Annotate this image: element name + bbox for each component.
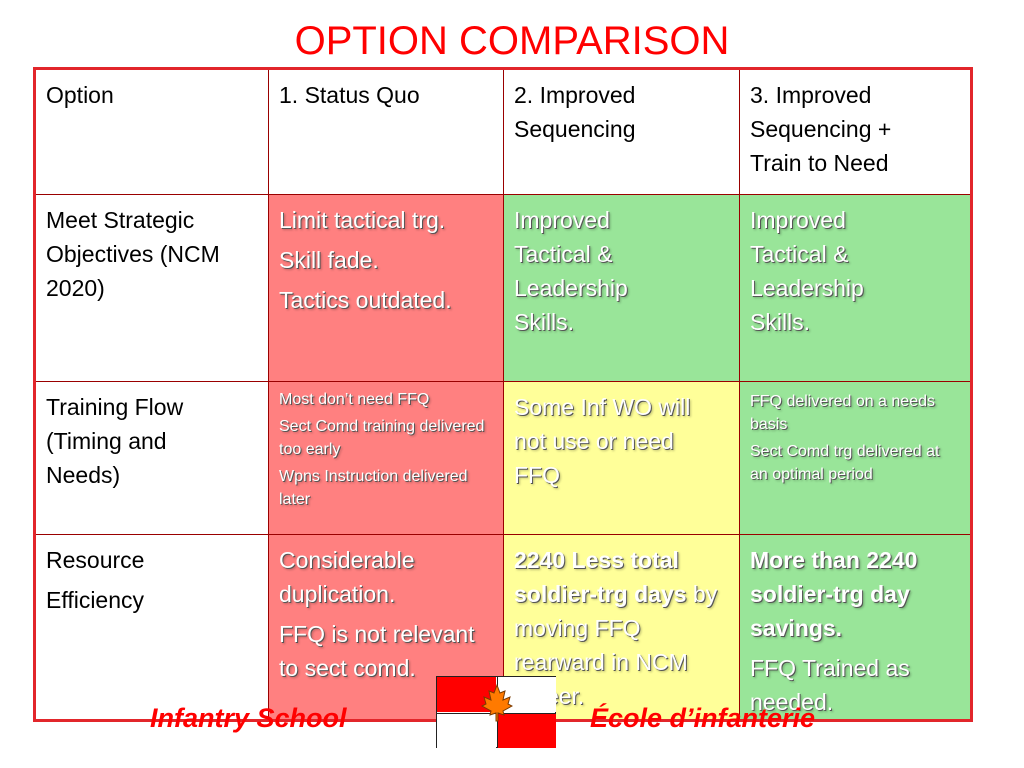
maple-leaf-icon [480, 683, 514, 723]
cell-resource-train-to-need: More than 2240 soldier-trg day savings. … [740, 535, 970, 719]
row-label-training-flow: Training Flow (Timing and Needs) [36, 382, 268, 534]
cell-text: Limit tactical trg. [279, 207, 446, 233]
cell-text: 2240 Less total soldier-trg days by movi… [514, 543, 735, 713]
row-label-text: Training Flow (Timing and Needs) [46, 394, 184, 488]
cell-strategic-status-quo: Limit tactical trg. Skill fade. Tactics … [269, 195, 503, 381]
header-text: 3. Improved Sequencing + Train to Need [750, 82, 892, 176]
flag-quadrant [497, 713, 556, 748]
column-divider [268, 70, 269, 719]
cell-text: Sect Comd trg delivered at an optimal pe… [750, 443, 940, 483]
cell-text: More than 2240 soldier-trg day savings. [750, 547, 918, 641]
cell-text: Tactics outdated. [279, 287, 452, 313]
row-divider [36, 534, 970, 535]
cell-strategic-train-to-need: Improved Tactical & Leadership Skills. [740, 195, 970, 381]
comparison-table: Option 1. Status Quo 2. Improved Sequenc… [33, 67, 973, 722]
row-label-text: Efficiency [46, 587, 145, 613]
row-label-strategic: Meet Strategic Objectives (NCM 2020) [36, 195, 268, 381]
cell-text: Considerable duplication. [279, 547, 415, 607]
cell-strategic-improved: Improved Tactical & Leadership Skills. [504, 195, 739, 381]
column-divider [739, 70, 740, 719]
cell-resource-improved: 2240 Less total soldier-trg days by movi… [504, 535, 739, 719]
maple-leaf-flag-icon [436, 676, 556, 748]
footer-school-name-en: Infantry School [150, 703, 347, 733]
cell-text: FFQ Trained as needed. [750, 655, 910, 715]
cell-text-rest: by moving FFQ rearward in NCM career. [514, 581, 718, 709]
header-option: Option [36, 70, 268, 194]
header-text: 2. Improved Sequencing [514, 82, 636, 142]
maple-leaf-shape [480, 683, 514, 722]
cell-resource-status-quo: Considerable duplication. FFQ is not rel… [269, 535, 503, 719]
header-text: Option [46, 82, 114, 108]
header-improved-sequencing: 2. Improved Sequencing [504, 70, 739, 194]
cell-text: Most don’t need FFQ [279, 391, 430, 408]
cell-training-train-to-need: FFQ delivered on a needs basis Sect Comd… [740, 382, 970, 534]
cell-text: Improved Tactical & Leadership Skills. [750, 207, 864, 335]
cell-text: Improved Tactical & Leadership Skills. [514, 207, 628, 335]
flag-quadrant [437, 713, 496, 748]
row-label-text: Meet Strategic Objectives (NCM 2020) [46, 207, 220, 301]
page-title: OPTION COMPARISON [294, 19, 730, 63]
cell-text: Wpns Instruction delivered later [279, 468, 468, 508]
row-label-resource: Resource Efficiency [36, 535, 268, 719]
column-divider [503, 70, 504, 719]
cell-text: FFQ is not relevant to sect comd. [279, 621, 475, 681]
cell-text-bold: 2240 Less total soldier-trg days [514, 547, 687, 607]
cell-training-status-quo: Most don’t need FFQ Sect Comd training d… [269, 382, 503, 534]
cell-text: Sect Comd training delivered too early [279, 418, 485, 458]
cell-text: Skill fade. [279, 247, 379, 273]
row-label-text: Resource [46, 547, 145, 573]
cell-text: FFQ delivered on a needs basis [750, 393, 935, 433]
footer-school-name-fr: École d’infanterie [590, 703, 816, 733]
row-divider [36, 381, 970, 382]
header-status-quo: 1. Status Quo [269, 70, 503, 194]
cell-training-improved: Some Inf WO will not use or need FFQ [504, 382, 739, 534]
row-divider [36, 194, 970, 195]
cell-text: Some Inf WO will not use or need FFQ [514, 394, 691, 488]
header-text: 1. Status Quo [279, 82, 420, 108]
header-train-to-need: 3. Improved Sequencing + Train to Need [740, 70, 970, 194]
